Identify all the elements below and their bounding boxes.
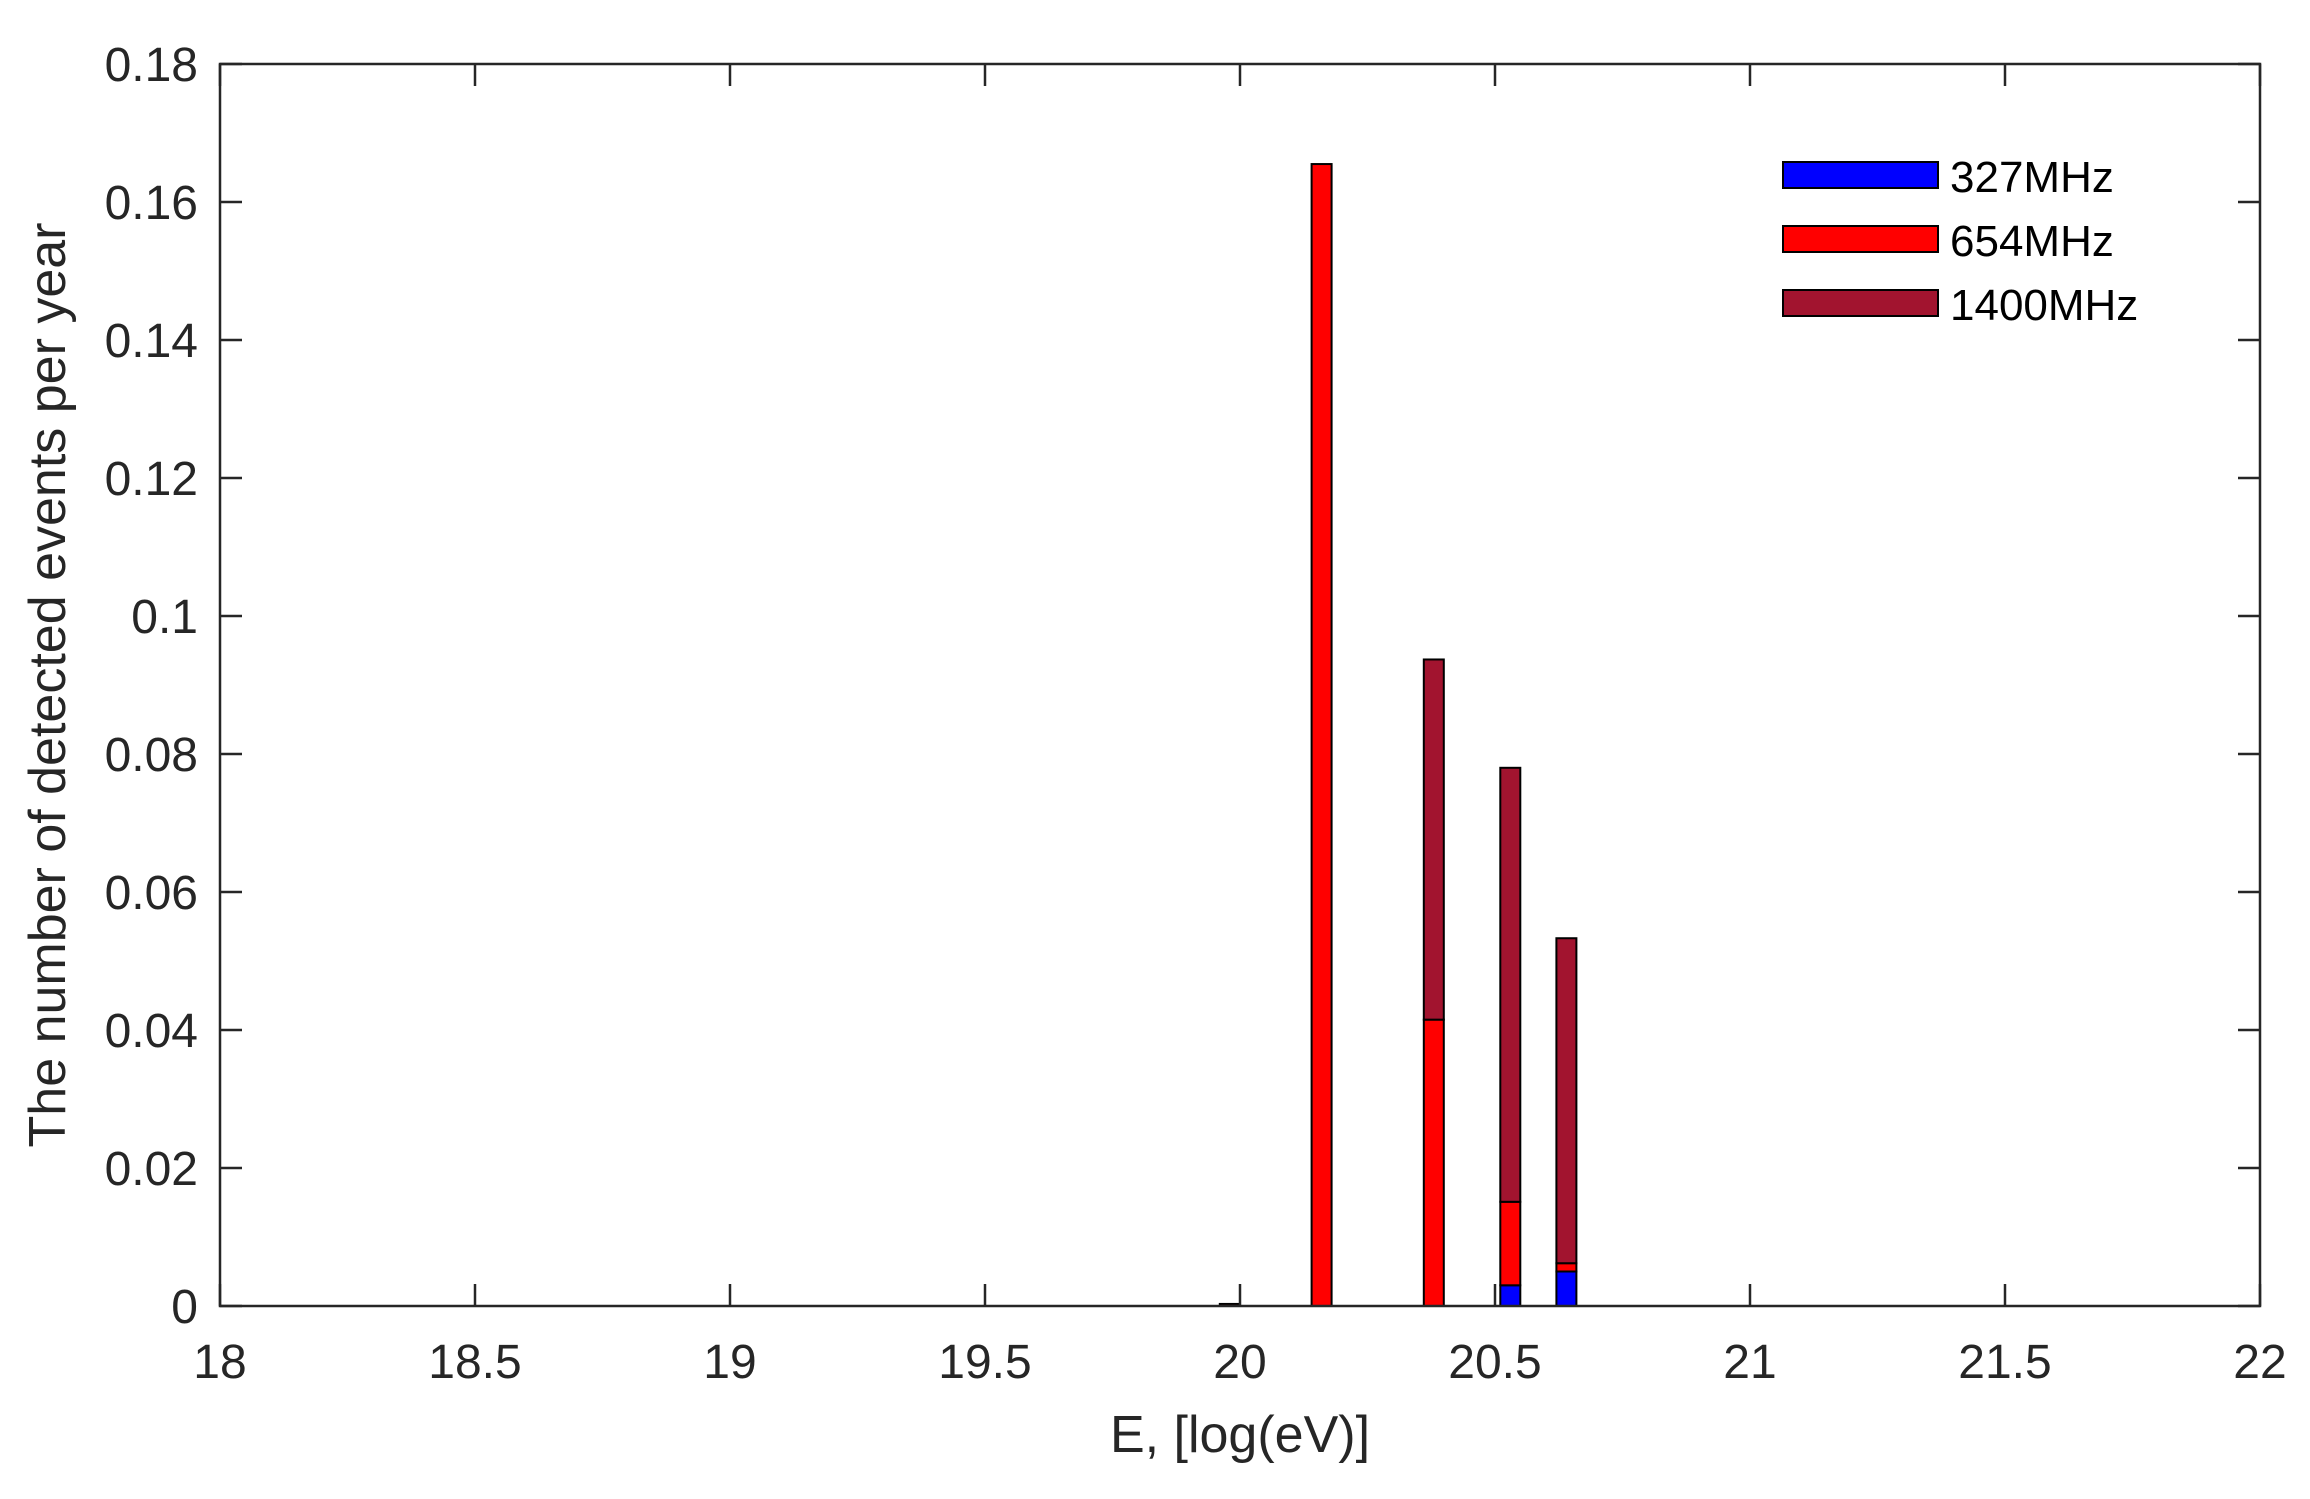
x-tick-label: 21.5 <box>1958 1336 2051 1389</box>
y-axis-label: The number of detected events per year <box>19 223 77 1148</box>
y-tick-label: 0.12 <box>105 453 198 506</box>
bar-1400mhz-4 <box>1555 937 1578 1265</box>
y-ticks: 0 0.02 0.04 0.06 0.08 0.1 0.12 0.14 0.16 0.18 <box>105 39 2260 1334</box>
x-tick-label: 19.5 <box>938 1336 1031 1389</box>
y-tick-label: 0.16 <box>105 177 198 230</box>
bar-654mhz-3 <box>1499 1200 1522 1287</box>
y-tick-label: 0.08 <box>105 729 198 782</box>
bar-327mhz-4 <box>1555 1270 1578 1307</box>
y-tick-label: 0.14 <box>105 315 198 368</box>
plot-frame <box>218 62 2262 1308</box>
bar-654mhz-1 <box>1310 163 1333 1307</box>
y-tick-label: 0.1 <box>131 591 198 644</box>
legend: 327MHz 654MHz 1400MHz <box>1782 153 2138 330</box>
bar-654mhz-4 <box>1555 1262 1578 1273</box>
legend-label-327mhz: 327MHz <box>1950 153 2114 202</box>
x-tick-label: 18.5 <box>428 1336 521 1389</box>
bar-1400mhz-2 <box>1422 658 1445 1021</box>
legend-swatch-1400mhz <box>1782 289 1939 317</box>
y-tick-label: 0.18 <box>105 39 198 92</box>
x-tick-label: 20.5 <box>1448 1336 1541 1389</box>
bar-654mhz-2 <box>1422 1018 1445 1308</box>
x-tick-label: 18 <box>193 1336 246 1389</box>
x-tick-label: 19 <box>703 1336 756 1389</box>
legend-label-654mhz: 654MHz <box>1950 217 2114 266</box>
legend-label-1400mhz: 1400MHz <box>1950 281 2138 330</box>
y-tick-label: 0 <box>171 1281 198 1334</box>
y-tick-label: 0.06 <box>105 867 198 920</box>
legend-swatch-654mhz <box>1782 225 1939 253</box>
bar-327mhz-3 <box>1499 1284 1522 1308</box>
x-tick-label: 21 <box>1723 1336 1776 1389</box>
plot-area <box>220 64 2260 1306</box>
legend-swatch-327mhz <box>1782 161 1939 189</box>
bars-group <box>1218 163 1578 1308</box>
y-tick-label: 0.04 <box>105 1005 198 1058</box>
bar-1400mhz-3 <box>1499 766 1522 1203</box>
y-tick-label: 0.02 <box>105 1143 198 1196</box>
x-tick-label: 20 <box>1213 1336 1266 1389</box>
x-tick-label: 22 <box>2233 1336 2286 1389</box>
x-ticks: 18 18.5 19 19.5 20 20.5 21 21.5 22 <box>193 64 2287 1389</box>
x-axis-label: E, [log(eV)] <box>1110 1406 1370 1464</box>
